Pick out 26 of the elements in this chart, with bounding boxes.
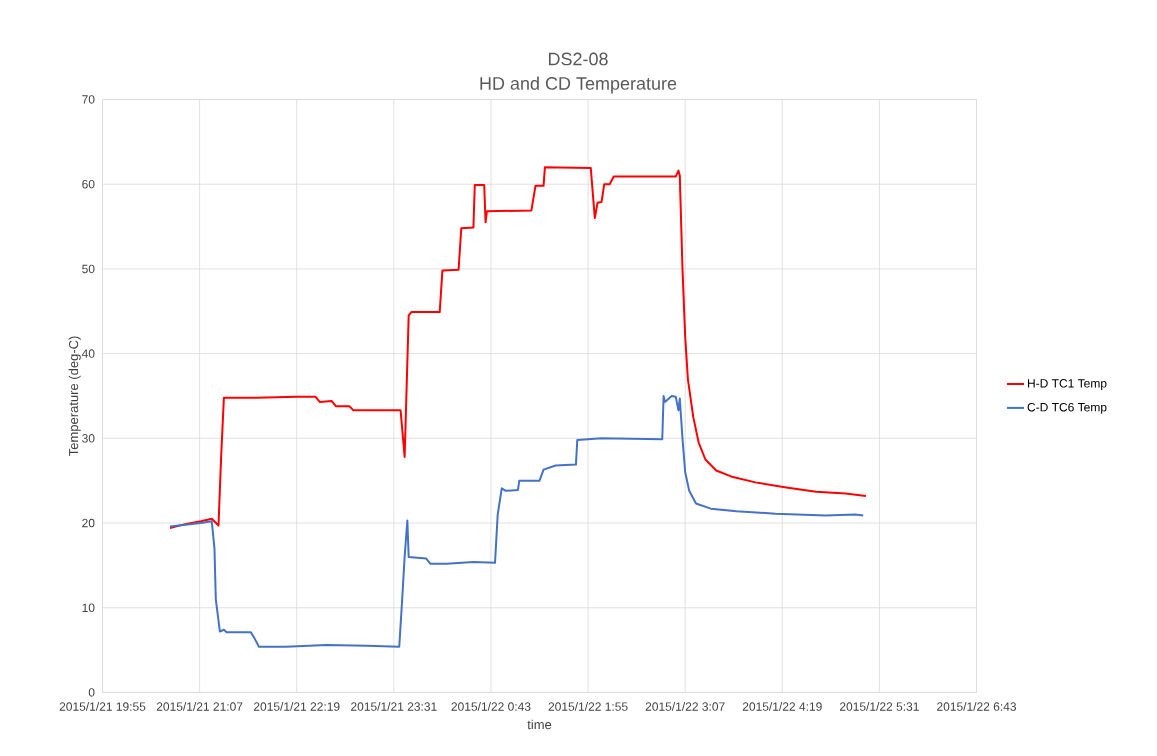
y-axis-title: Temperature (deg-C) bbox=[68, 336, 81, 456]
chart-subtitle: HD and CD Temperature bbox=[480, 76, 677, 94]
line-series bbox=[168, 394, 865, 648]
x-tick-label: 2015/1/21 22:19 bbox=[253, 702, 340, 711]
legend-label: H-D TC1 Temp bbox=[1028, 379, 1107, 390]
y-tick-label: 40 bbox=[81, 349, 95, 358]
y-tick-label: 0 bbox=[88, 688, 95, 697]
x-tick-label: 2015/1/21 19:55 bbox=[59, 702, 146, 711]
x-axis-title: time bbox=[527, 719, 552, 730]
x-tick-label: 2015/1/22 5:31 bbox=[839, 702, 919, 711]
x-tick-label: 2015/1/22 0:43 bbox=[451, 702, 531, 711]
x-tick-label: 2015/1/22 4:19 bbox=[742, 702, 822, 711]
x-tick-label: 2015/1/21 21:07 bbox=[156, 702, 243, 711]
x-tick-label: 2015/1/22 1:55 bbox=[548, 702, 628, 711]
y-tick-label: 60 bbox=[82, 179, 95, 189]
line-series bbox=[168, 166, 867, 530]
chart-title: DS2-08 bbox=[548, 52, 608, 66]
x-tick-label: 2015/1/22 3:07 bbox=[645, 702, 725, 711]
x-tick-label: 2015/1/21 23:31 bbox=[351, 702, 437, 711]
legend-label: C-D TC6 Temp bbox=[1027, 402, 1107, 414]
y-tick-label: 70 bbox=[82, 95, 95, 104]
y-tick-label: 50 bbox=[82, 264, 95, 274]
x-tick-label: 2015/1/22 6:43 bbox=[937, 702, 1017, 711]
y-tick-label: 30 bbox=[82, 434, 95, 443]
y-tick-label: 20 bbox=[82, 518, 95, 528]
y-tick-label: 10 bbox=[82, 603, 95, 612]
